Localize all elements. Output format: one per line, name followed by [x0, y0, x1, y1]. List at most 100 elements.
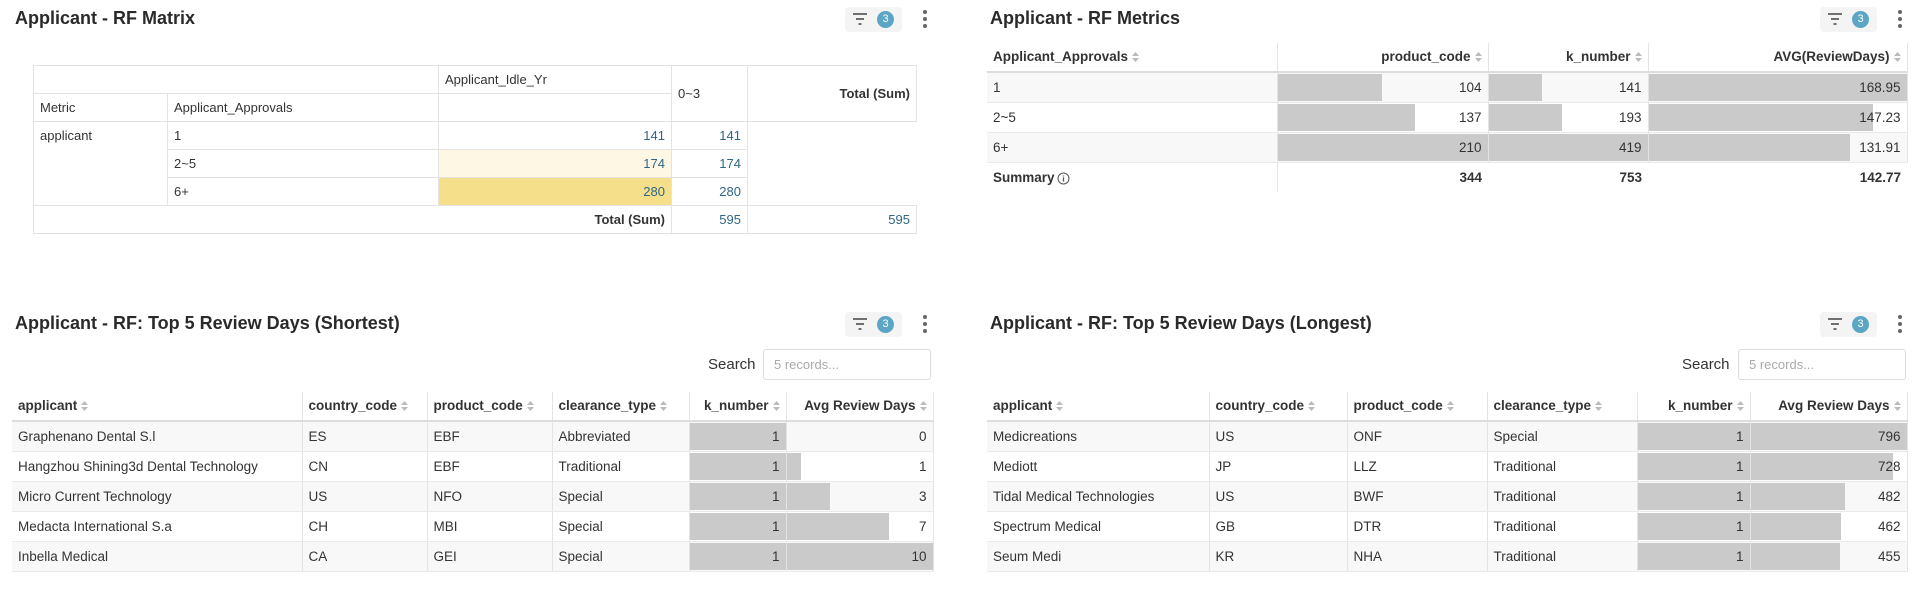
sort-icon	[772, 399, 780, 414]
summary-value: 344	[1459, 170, 1482, 185]
panel: Applicant - RF Metrics 3 Applicant_Approva…	[975, 0, 1920, 285]
filter-button[interactable]: 3	[1820, 7, 1877, 32]
label-cell: 2~5	[987, 102, 1278, 133]
column-header[interactable]: country_code	[302, 392, 428, 422]
column-header[interactable]: Applicant_Approvals	[987, 43, 1278, 73]
panel: Applicant - RF Matrix 3 Applicant_Idle_Yr 0…	[0, 0, 945, 285]
text-cell: CA	[302, 541, 428, 572]
header-text: clearance_type	[1493, 398, 1592, 414]
cell-bar	[1277, 104, 1415, 131]
cell-bar	[689, 453, 785, 480]
column-header[interactable]: clearance_type	[552, 392, 690, 422]
column-header[interactable]: Avg Review Days	[786, 392, 934, 422]
header-text: product_code	[1353, 398, 1443, 414]
cell-text: Traditional	[1493, 489, 1557, 504]
tbody: Graphenano Dental S.l ES EBF Abbreviated 1 0 H…	[12, 421, 934, 572]
label-cell: 1	[987, 72, 1278, 103]
cell-text: Medicreations	[993, 429, 1078, 444]
column-header[interactable]: k_number	[1488, 43, 1649, 73]
column-header[interactable]: product_code	[1347, 392, 1488, 422]
row: Spectrum Medical GB DTR Traditional 1 462	[987, 511, 1908, 542]
cell-text: CH	[308, 519, 329, 534]
cell-bar	[689, 543, 785, 570]
cell-text: 1	[771, 519, 780, 534]
cell-bar	[1277, 134, 1487, 161]
header-text: product_code	[1381, 49, 1471, 65]
text-cell: Graphenano Dental S.l	[12, 421, 303, 452]
header-text: applicant	[993, 398, 1053, 414]
row: Micro Current Technology US NFO Special 1 3	[12, 481, 934, 512]
cell-text: 137	[1458, 110, 1482, 125]
cell-bar	[1750, 543, 1840, 570]
cell-text: 482	[1877, 489, 1901, 504]
text-cell: LLZ	[1347, 451, 1488, 482]
filter-button[interactable]: 3	[845, 7, 902, 32]
column-header[interactable]: Avg Review Days	[1750, 392, 1908, 422]
column-header[interactable]: product_code	[1277, 43, 1489, 73]
column-header[interactable]: k_number	[689, 392, 787, 422]
numeric-cell: 1	[689, 481, 787, 512]
cell-bar	[1750, 483, 1845, 510]
more-menu[interactable]	[921, 8, 929, 35]
column-header[interactable]: applicant	[987, 392, 1210, 422]
panel-title: Applicant - RF: Top 5 Review Days (Longe…	[990, 313, 1372, 333]
filter-button[interactable]: 3	[1820, 312, 1877, 337]
search-input[interactable]	[1738, 349, 1906, 380]
search-input[interactable]	[763, 349, 931, 380]
more-menu[interactable]	[1896, 313, 1904, 340]
total-header: Total (Sum)	[747, 65, 917, 122]
more-menu[interactable]	[1896, 8, 1904, 35]
summary-value: 142.77	[1859, 170, 1901, 185]
text-cell: EBF	[427, 421, 553, 452]
cell-bar	[1750, 513, 1842, 540]
numeric-cell: 3	[786, 481, 934, 512]
pivot-row: applicant 1 141 141	[33, 121, 917, 206]
cell-text: Graphenano Dental S.l	[18, 429, 156, 444]
cell-text: US	[1215, 489, 1235, 504]
sort-icon	[1634, 50, 1642, 65]
text-cell: ONF	[1347, 421, 1488, 452]
cell-text: 104	[1458, 80, 1482, 95]
thead: Applicant_Approvals product_code k_number A…	[987, 43, 1908, 73]
cell-text: Hangzhou Shining3d Dental Technology	[18, 459, 258, 474]
column-header[interactable]: country_code	[1209, 392, 1348, 422]
pivot-row: 6+ 280 280	[34, 177, 917, 206]
text-cell: KR	[1209, 541, 1348, 572]
cell-text: GB	[1215, 519, 1236, 534]
panel-title: Applicant - RF: Top 5 Review Days (Short…	[15, 313, 400, 333]
cell-text: DTR	[1353, 519, 1382, 534]
column-header[interactable]: clearance_type	[1487, 392, 1638, 422]
filter-icon	[853, 318, 867, 330]
pivot-value: 141	[438, 121, 672, 150]
cell-bar	[1648, 134, 1850, 161]
panel: Applicant - RF: Top 5 Review Days (Short…	[0, 305, 945, 590]
column-header[interactable]: k_number	[1637, 392, 1751, 422]
cell-text: Traditional	[1493, 519, 1557, 534]
text-cell: Abbreviated	[552, 421, 690, 452]
cell-text: Mediott	[993, 459, 1038, 474]
sort-icon	[1893, 399, 1901, 414]
column-header[interactable]: product_code	[427, 392, 553, 422]
text-cell: MBI	[427, 511, 553, 542]
cell-bar	[1637, 543, 1749, 570]
text-cell: GB	[1209, 511, 1348, 542]
cell-text: GEI	[433, 549, 457, 564]
metric-name: applicant	[33, 121, 168, 206]
cell-text: ONF	[1353, 429, 1383, 444]
filter-count: 3	[1852, 11, 1869, 28]
grand-total-label: Total (Sum)	[33, 205, 672, 234]
row-label: 2~5	[167, 149, 439, 178]
search-label: Search	[708, 356, 756, 373]
more-menu[interactable]	[921, 313, 929, 340]
filter-count: 3	[877, 316, 894, 333]
numeric-cell: 7	[786, 511, 934, 542]
cell-bar	[1277, 74, 1382, 101]
numeric-cell: 455	[1750, 541, 1908, 572]
numeric-cell: 10	[786, 541, 934, 572]
filter-button[interactable]: 3	[845, 312, 902, 337]
column-header[interactable]: applicant	[12, 392, 303, 422]
cell-text: NHA	[1353, 549, 1383, 564]
sort-icon	[1308, 399, 1316, 414]
column-header[interactable]: AVG(ReviewDays)	[1648, 43, 1908, 73]
cell-text: Traditional	[558, 459, 622, 474]
